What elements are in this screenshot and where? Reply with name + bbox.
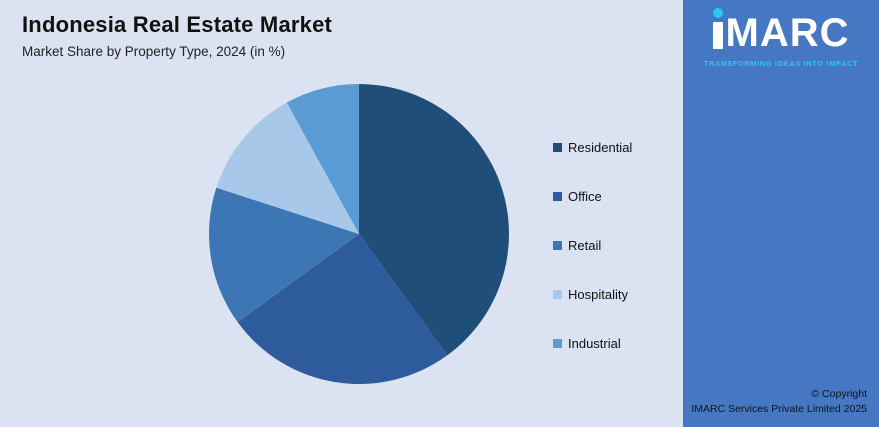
imarc-logo: MARC TRANSFORMING IDEAS INTO IMPACT <box>683 8 879 68</box>
legend-item-residential: Residential <box>553 140 632 155</box>
chart-header: Indonesia Real Estate Market Market Shar… <box>22 12 332 59</box>
pie-slice-retail <box>209 187 359 323</box>
pie-slice-office <box>237 234 448 384</box>
legend-swatch-icon <box>553 290 562 299</box>
legend-swatch-icon <box>553 192 562 201</box>
page-subtitle: Market Share by Property Type, 2024 (in … <box>22 44 286 59</box>
legend-label: Hospitality <box>568 287 628 302</box>
copyright: © Copyright IMARC Services Private Limit… <box>691 387 867 417</box>
legend-label: Residential <box>568 140 633 155</box>
copyright-line1: © Copyright <box>811 387 867 400</box>
logo-tagline: TRANSFORMING IDEAS INTO IMPACT <box>703 59 859 68</box>
legend-label: Office <box>568 189 602 204</box>
logo-dot-icon <box>712 8 723 18</box>
copyright-line2: IMARC Services Private Limited 2025 <box>691 402 867 415</box>
logo-stem-icon <box>712 22 723 49</box>
pie-slice-industrial <box>286 84 359 234</box>
imarc-logo-wordmark: MARC <box>712 8 850 55</box>
pie-slice-hospitality <box>216 102 359 234</box>
pie-slice-residential <box>359 84 509 356</box>
pie-chart-container <box>208 83 510 385</box>
pie-chart <box>209 84 509 384</box>
page-title: Indonesia Real Estate Market <box>22 12 333 37</box>
legend: Residential Office Retail Hospitality Indust… <box>553 140 632 351</box>
legend-item-retail: Retail <box>553 238 632 253</box>
legend-swatch-icon <box>553 339 562 348</box>
legend-item-hospitality: Hospitality <box>553 287 632 302</box>
logo-text: MARC <box>725 11 850 55</box>
imarc-logo-i-icon <box>712 8 723 53</box>
legend-label: Industrial <box>568 336 621 351</box>
legend-item-industrial: Industrial <box>553 336 632 351</box>
legend-label: Retail <box>568 238 602 253</box>
legend-swatch-icon <box>553 143 562 152</box>
legend-item-office: Office <box>553 189 632 204</box>
legend-swatch-icon <box>553 241 562 250</box>
brand-side-panel: MARC TRANSFORMING IDEAS INTO IMPACT © Co… <box>683 0 879 427</box>
